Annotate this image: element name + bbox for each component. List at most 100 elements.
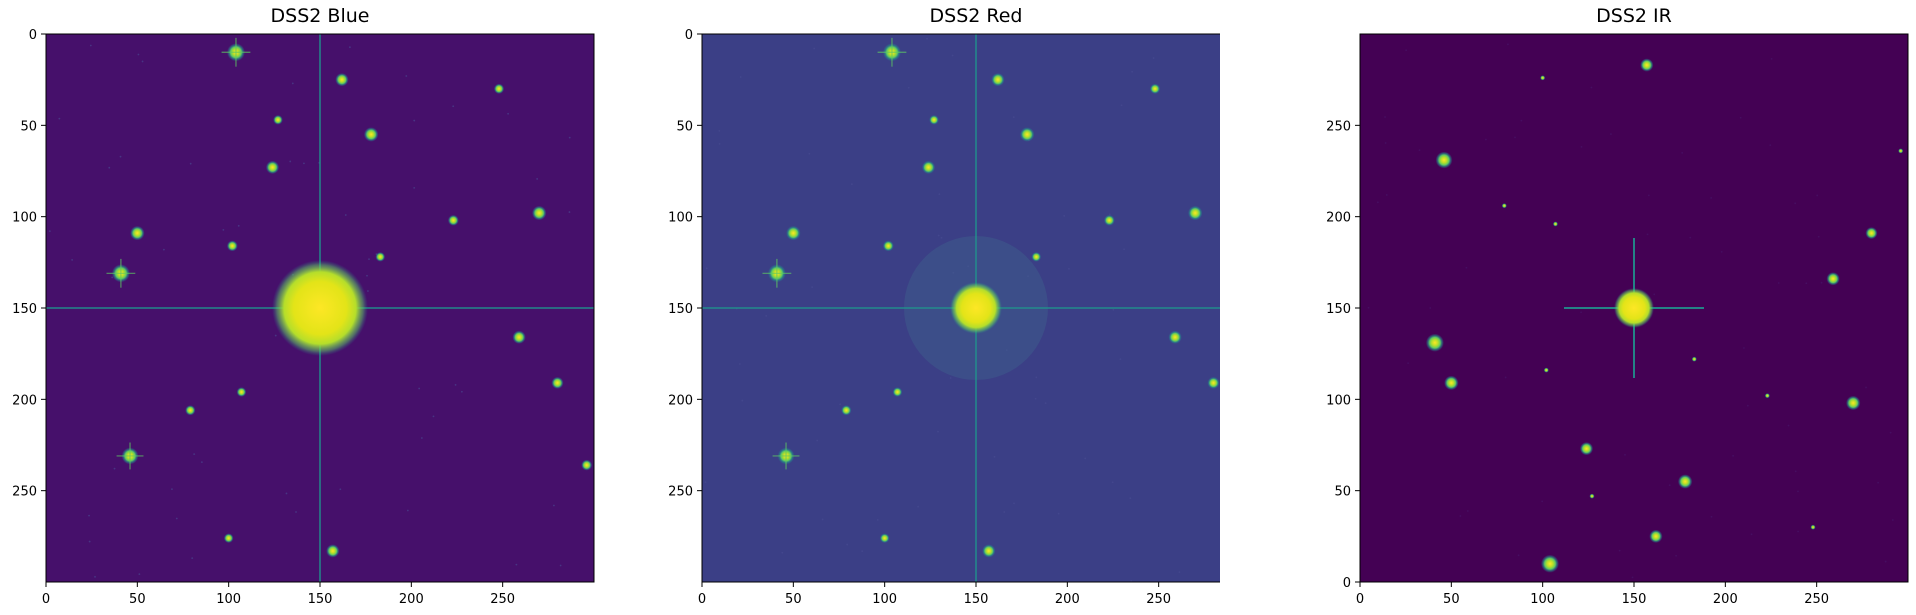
- noise-speckle: [816, 439, 819, 442]
- y-tick-label: 200: [12, 393, 37, 408]
- noise-speckle: [1044, 402, 1047, 404]
- noise-speckle: [366, 274, 368, 277]
- noise-speckle: [1720, 250, 1723, 253]
- noise-speckle: [1120, 104, 1123, 107]
- x-tick-label: 150: [964, 592, 989, 607]
- noise-speckle: [1405, 49, 1408, 52]
- star: [929, 115, 939, 125]
- noise-speckle: [1689, 236, 1692, 239]
- y-axis: 0 50 100 150 200 250: [1326, 119, 1360, 591]
- star: [1031, 252, 1042, 262]
- y-tick-label: 0: [685, 28, 693, 43]
- star: [841, 405, 852, 416]
- y-tick-label: 150: [668, 302, 693, 317]
- star: [265, 160, 280, 174]
- star: [1444, 375, 1459, 391]
- noise-speckle: [1407, 362, 1410, 364]
- noise-speckle: [1877, 481, 1880, 484]
- noise-speckle: [285, 492, 288, 495]
- star: [272, 260, 368, 356]
- noise-speckle: [1109, 213, 1111, 216]
- noise-speckle: [741, 399, 744, 402]
- panel-title: DSS2 IR: [1596, 5, 1672, 27]
- noise-speckle: [452, 105, 455, 108]
- star: [493, 83, 505, 94]
- x-tick-label: 200: [1713, 592, 1738, 607]
- noise-speckle: [454, 383, 457, 386]
- star: [1019, 127, 1035, 142]
- noise-speckle: [367, 290, 369, 292]
- noise-speckle: [1739, 116, 1742, 119]
- star: [1552, 221, 1558, 227]
- noise-speckle: [559, 564, 562, 567]
- noise-speckle: [88, 514, 90, 517]
- star: [226, 240, 238, 252]
- x-tick-label: 0: [698, 592, 706, 607]
- noise-speckle: [291, 82, 294, 85]
- noise-speckle: [1367, 306, 1370, 309]
- noise-speckle: [189, 162, 192, 165]
- x-tick-label: 150: [308, 592, 333, 607]
- noise-speckle: [811, 286, 814, 289]
- noise-speckle: [951, 54, 954, 57]
- noise-speckle: [1746, 404, 1749, 407]
- noise-speckle: [413, 119, 416, 122]
- noise-speckle: [1889, 431, 1892, 434]
- y-tick-label: 150: [1326, 302, 1351, 317]
- y-tick-label: 50: [1334, 485, 1351, 500]
- noise-speckle: [1653, 293, 1656, 296]
- x-tick-label: 250: [1146, 592, 1171, 607]
- noise-speckle: [1057, 512, 1060, 515]
- noise-speckle: [1063, 214, 1066, 217]
- star: [1435, 151, 1453, 169]
- noise-speckle: [71, 259, 74, 261]
- x-axis: 0 50 100 150 200 250: [698, 582, 1171, 607]
- noise-speckle: [1610, 133, 1612, 135]
- x-tick-label: 200: [399, 592, 424, 607]
- noise-speckle: [1466, 510, 1469, 512]
- noise-speckle: [1507, 43, 1509, 46]
- image-plot: [45, 33, 595, 583]
- x-tick-label: 0: [42, 592, 50, 607]
- noise-speckle: [1624, 453, 1626, 456]
- noise-speckle: [907, 86, 910, 89]
- noise-speckle: [193, 453, 196, 456]
- noise-speckle: [1129, 497, 1132, 500]
- noise-speckle: [1520, 119, 1523, 122]
- noise-speckle: [949, 377, 952, 379]
- noise-speckle: [141, 60, 144, 63]
- noise-speckle: [846, 543, 849, 546]
- noise-speckle: [967, 265, 970, 268]
- x-tick-label: 100: [1530, 592, 1555, 607]
- noise-speckle: [1794, 202, 1797, 205]
- star: [1425, 333, 1444, 352]
- noise-speckle: [1797, 530, 1799, 533]
- noise-speckle: [48, 230, 51, 233]
- y-tick-label: 100: [1326, 393, 1351, 408]
- noise-speckle: [175, 517, 178, 520]
- y-tick-label: 200: [668, 393, 693, 408]
- star: [532, 205, 547, 221]
- noise-speckle: [1787, 424, 1790, 427]
- star: [921, 160, 936, 174]
- y-tick-label: 0: [29, 28, 37, 43]
- y-tick-label: 100: [12, 211, 37, 226]
- star: [375, 252, 386, 262]
- noise-speckle: [1817, 235, 1820, 238]
- noise-speckle: [368, 258, 370, 261]
- noise-speckle: [413, 186, 416, 189]
- star: [879, 533, 890, 543]
- noise-speckle: [1514, 136, 1516, 139]
- noise-speckle: [1130, 579, 1133, 582]
- noise-speckle: [222, 229, 225, 231]
- noise-speckle: [1816, 194, 1819, 197]
- x-axis: 0 50 100 150 200 250: [42, 582, 515, 607]
- noise-speckle: [917, 505, 919, 508]
- star: [1540, 554, 1559, 573]
- noise-speckle: [937, 234, 940, 237]
- x-tick-label: 200: [1055, 592, 1080, 607]
- noise-speckle: [1865, 386, 1867, 389]
- noise-speckle: [108, 166, 111, 169]
- noise-speckle: [339, 488, 342, 491]
- noise-speckle: [418, 387, 421, 390]
